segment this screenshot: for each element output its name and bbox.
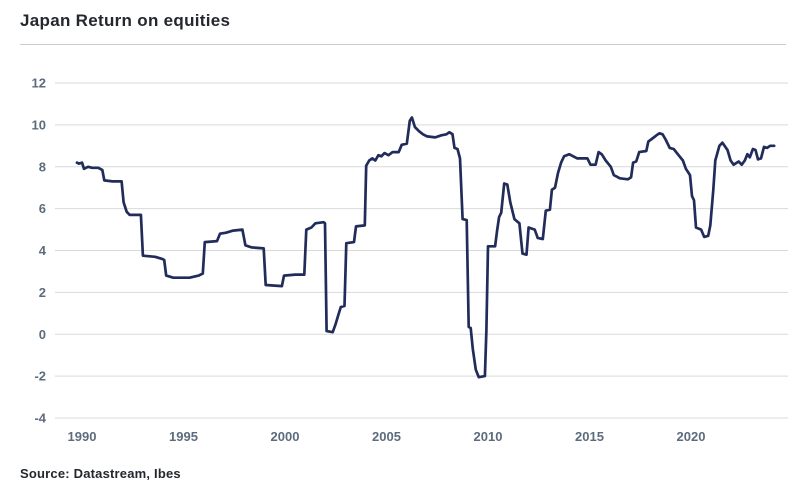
- x-tick-label: 2020: [677, 429, 706, 444]
- y-tick-label: 0: [39, 327, 46, 342]
- y-tick-label: 6: [39, 201, 46, 216]
- source-note: Source: Datastream, Ibes: [20, 466, 181, 481]
- y-tick-label: 4: [39, 243, 47, 258]
- title-divider: [20, 44, 786, 45]
- x-tick-label: 2005: [372, 429, 401, 444]
- y-tick-label: 2: [39, 285, 46, 300]
- chart-title: Japan Return on equities: [20, 11, 231, 30]
- series-line: [75, 116, 776, 379]
- x-tick-label: 2015: [575, 429, 604, 444]
- y-tick-label: -4: [34, 411, 46, 426]
- x-tick-label: 1990: [68, 429, 97, 444]
- x-tick-label: 2000: [271, 429, 300, 444]
- y-tick-label: -2: [34, 369, 46, 384]
- y-tick-label: 12: [32, 76, 46, 91]
- y-tick-label: 10: [32, 117, 46, 132]
- x-tick-label: 1995: [169, 429, 198, 444]
- y-tick-label: 8: [39, 159, 46, 174]
- x-tick-label: 2010: [474, 429, 503, 444]
